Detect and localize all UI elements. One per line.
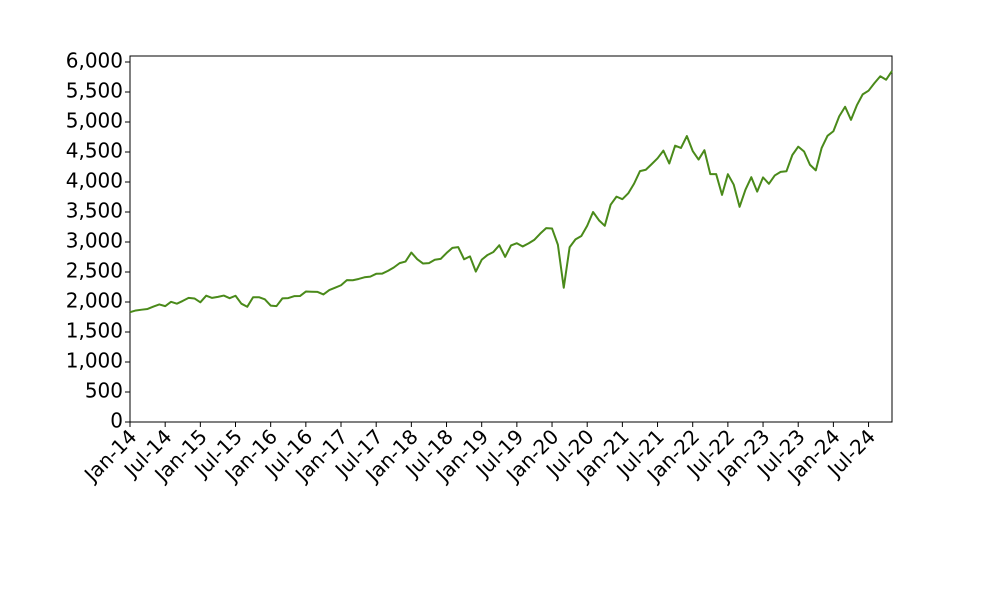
y-tick-label: 2,500 bbox=[66, 259, 123, 283]
y-tick-label: 4,000 bbox=[66, 169, 123, 193]
y-tick-label: 0 bbox=[110, 409, 123, 433]
y-tick-label: 3,500 bbox=[66, 199, 123, 223]
y-tick-label: 2,000 bbox=[66, 289, 123, 313]
plot-frame bbox=[129, 55, 893, 423]
y-tick-label: 3,000 bbox=[66, 229, 123, 253]
y-tick-label: 4,500 bbox=[66, 139, 123, 163]
y-tick-label: 1,000 bbox=[66, 349, 123, 373]
y-tick-label: 500 bbox=[85, 379, 123, 403]
y-tick-label: 5,500 bbox=[66, 79, 123, 103]
y-tick-label: 1,500 bbox=[66, 319, 123, 343]
y-tick-label: 5,000 bbox=[66, 109, 123, 133]
y-tick-label: 6,000 bbox=[66, 49, 123, 73]
price-line bbox=[129, 70, 893, 314]
